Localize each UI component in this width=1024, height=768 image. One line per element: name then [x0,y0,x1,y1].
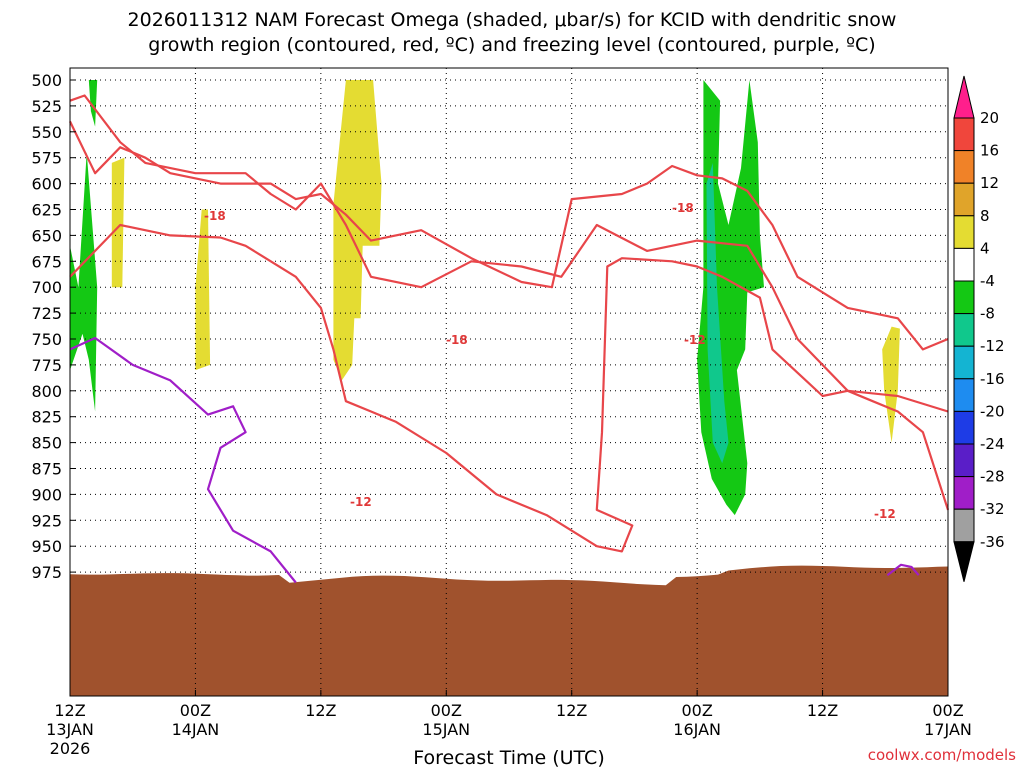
y-axis: 500 525 550 575 600 625 650 675 700 725 750 775 800 8… [31,71,76,582]
y-tick-label-600: 600 [31,175,62,194]
contour-label-minus18-b: -18 [446,333,468,347]
colorbar-label-13: -36 [980,533,1005,551]
colorbar-swatch-11 [953,443,975,478]
x-tick-label-time-12: 00Z [180,701,211,720]
contour-label-minus12-a: -12 [350,495,372,509]
x-tick-label-date-36: 15JAN [422,720,470,739]
x-tick-label-time-60: 00Z [681,701,712,720]
chart-title-line1: 2026011312 NAM Forecast Omega (shaded, μ… [128,9,897,31]
x-tick-label-date-0: 13JAN [46,720,94,739]
dgz_minus18_outer-line [69,94,949,413]
colorbar-swatch-7 [953,313,975,347]
colorbar-arrow-bottom [953,541,975,582]
colorbar-swatch-8 [953,345,975,380]
x-tick-label-time-84: 00Z [932,701,963,720]
y-tick-label-750: 750 [31,330,62,349]
y-tick-label-775: 775 [31,356,62,375]
colorbar-label-0: 20 [980,109,999,127]
colorbar-label-12: -32 [980,500,1005,518]
x-tick-label-date-12: 14JAN [172,720,220,739]
colorbar-swatch-3 [953,182,975,217]
credit-text: coolwx.com/models [868,746,1016,764]
y-tick-label-875: 875 [31,460,62,479]
x-tick-label-time-48: 12Z [556,701,587,720]
dgz_minus12-line [69,223,950,553]
x-axis-label: Forecast Time (UTC) [413,747,604,768]
colorbar-swatch-1 [953,117,975,152]
y-tick-label-500: 500 [31,71,62,90]
y-tick-label-850: 850 [31,434,62,453]
x-tick-label-time-72: 12Z [807,701,838,720]
colorbar-label-4: 4 [980,239,990,257]
y-tick-label-950: 950 [31,537,62,556]
colorbar-label-10: -24 [980,435,1005,453]
colorbar-swatch-10 [953,410,975,445]
y-tick-label-800: 800 [31,382,62,401]
colorbar: 20 16 12 8 4 -4 -8 -12 -16 -20 -24 -28 -32 -36 [953,75,1005,582]
y-tick-label-725: 725 [31,304,62,323]
contour-lines [69,94,950,584]
y-tick-label-900: 900 [31,485,62,504]
x-tick-label-time-0: 12Z [54,701,85,720]
y-tick-label-575: 575 [31,149,62,168]
contour-label-minus18-a: -18 [204,209,226,223]
chart-title-line2: growth region (contoured, red, ºC) and f… [148,34,875,56]
colorbar-swatch-5 [953,247,975,282]
colorbar-label-5: -4 [980,272,995,290]
colorbar-label-3: 8 [980,207,990,225]
omega_minus8_to_minus12-region-0 [706,162,729,464]
y-tick-label-625: 625 [31,201,62,220]
y-tick-label-525: 525 [31,97,62,116]
x-tick-label-year-0: 2026 [50,739,91,758]
x-tick-label-date-84: 17JAN [924,720,972,739]
colorbar-label-9: -20 [980,402,1005,420]
plot-frame [69,67,949,697]
x-tick-label-time-24: 12Z [305,701,336,720]
y-tick-label-825: 825 [31,408,62,427]
colorbar-label-8: -16 [980,370,1005,388]
terrain-fill [70,565,948,696]
y-tick-label-550: 550 [31,123,62,142]
y-tick-label-975: 975 [31,563,62,582]
omega_4_to_8-region-0 [111,157,125,288]
y-tick-label-700: 700 [31,278,62,297]
contour-label-minus18-c: -18 [672,201,694,215]
x-tick-label-time-36: 00Z [431,701,462,720]
freezing_level_0C_right-line [886,563,920,577]
omega_minus4_to_minus8-region-1 [70,152,98,412]
omega_4_to_8-region-3 [882,326,900,443]
colorbar-swatch-4 [953,215,975,249]
y-tick-label-925: 925 [31,511,62,530]
omega-shading [70,80,900,516]
contour-labels: -18 -18 -18 -12 -12 -12 [204,201,896,521]
colorbar-label-6: -8 [980,305,995,323]
y-tick-label-650: 650 [31,226,62,245]
colorbar-swatch-9 [953,378,975,412]
contour-label-minus12-b: -12 [684,333,706,347]
omega_minus4_to_minus8-region-2 [697,80,764,516]
dgz_minus18-line [69,120,949,351]
terrain-surface [70,565,948,696]
y-tick-label-675: 675 [31,252,62,271]
contour-label-minus12-c: -12 [874,507,896,521]
colorbar-arrow-top [953,75,975,119]
colorbar-label-7: -12 [980,337,1005,355]
omega_4_to_8-region-1 [195,209,211,371]
colorbar-label-2: 12 [980,174,999,192]
colorbar-swatch-12 [953,476,975,510]
colorbar-swatch-13 [953,508,975,543]
colorbar-swatch-2 [953,150,975,184]
freezing_level_0C-line [69,336,297,584]
x-tick-label-date-60: 16JAN [673,720,721,739]
omega_minus4_to_minus8-region-0 [88,80,98,127]
colorbar-swatch-6 [953,280,975,315]
colorbar-label-1: 16 [980,142,999,160]
colorbar-label-11: -28 [980,468,1005,486]
omega_4_to_8-region-2 [333,80,382,381]
